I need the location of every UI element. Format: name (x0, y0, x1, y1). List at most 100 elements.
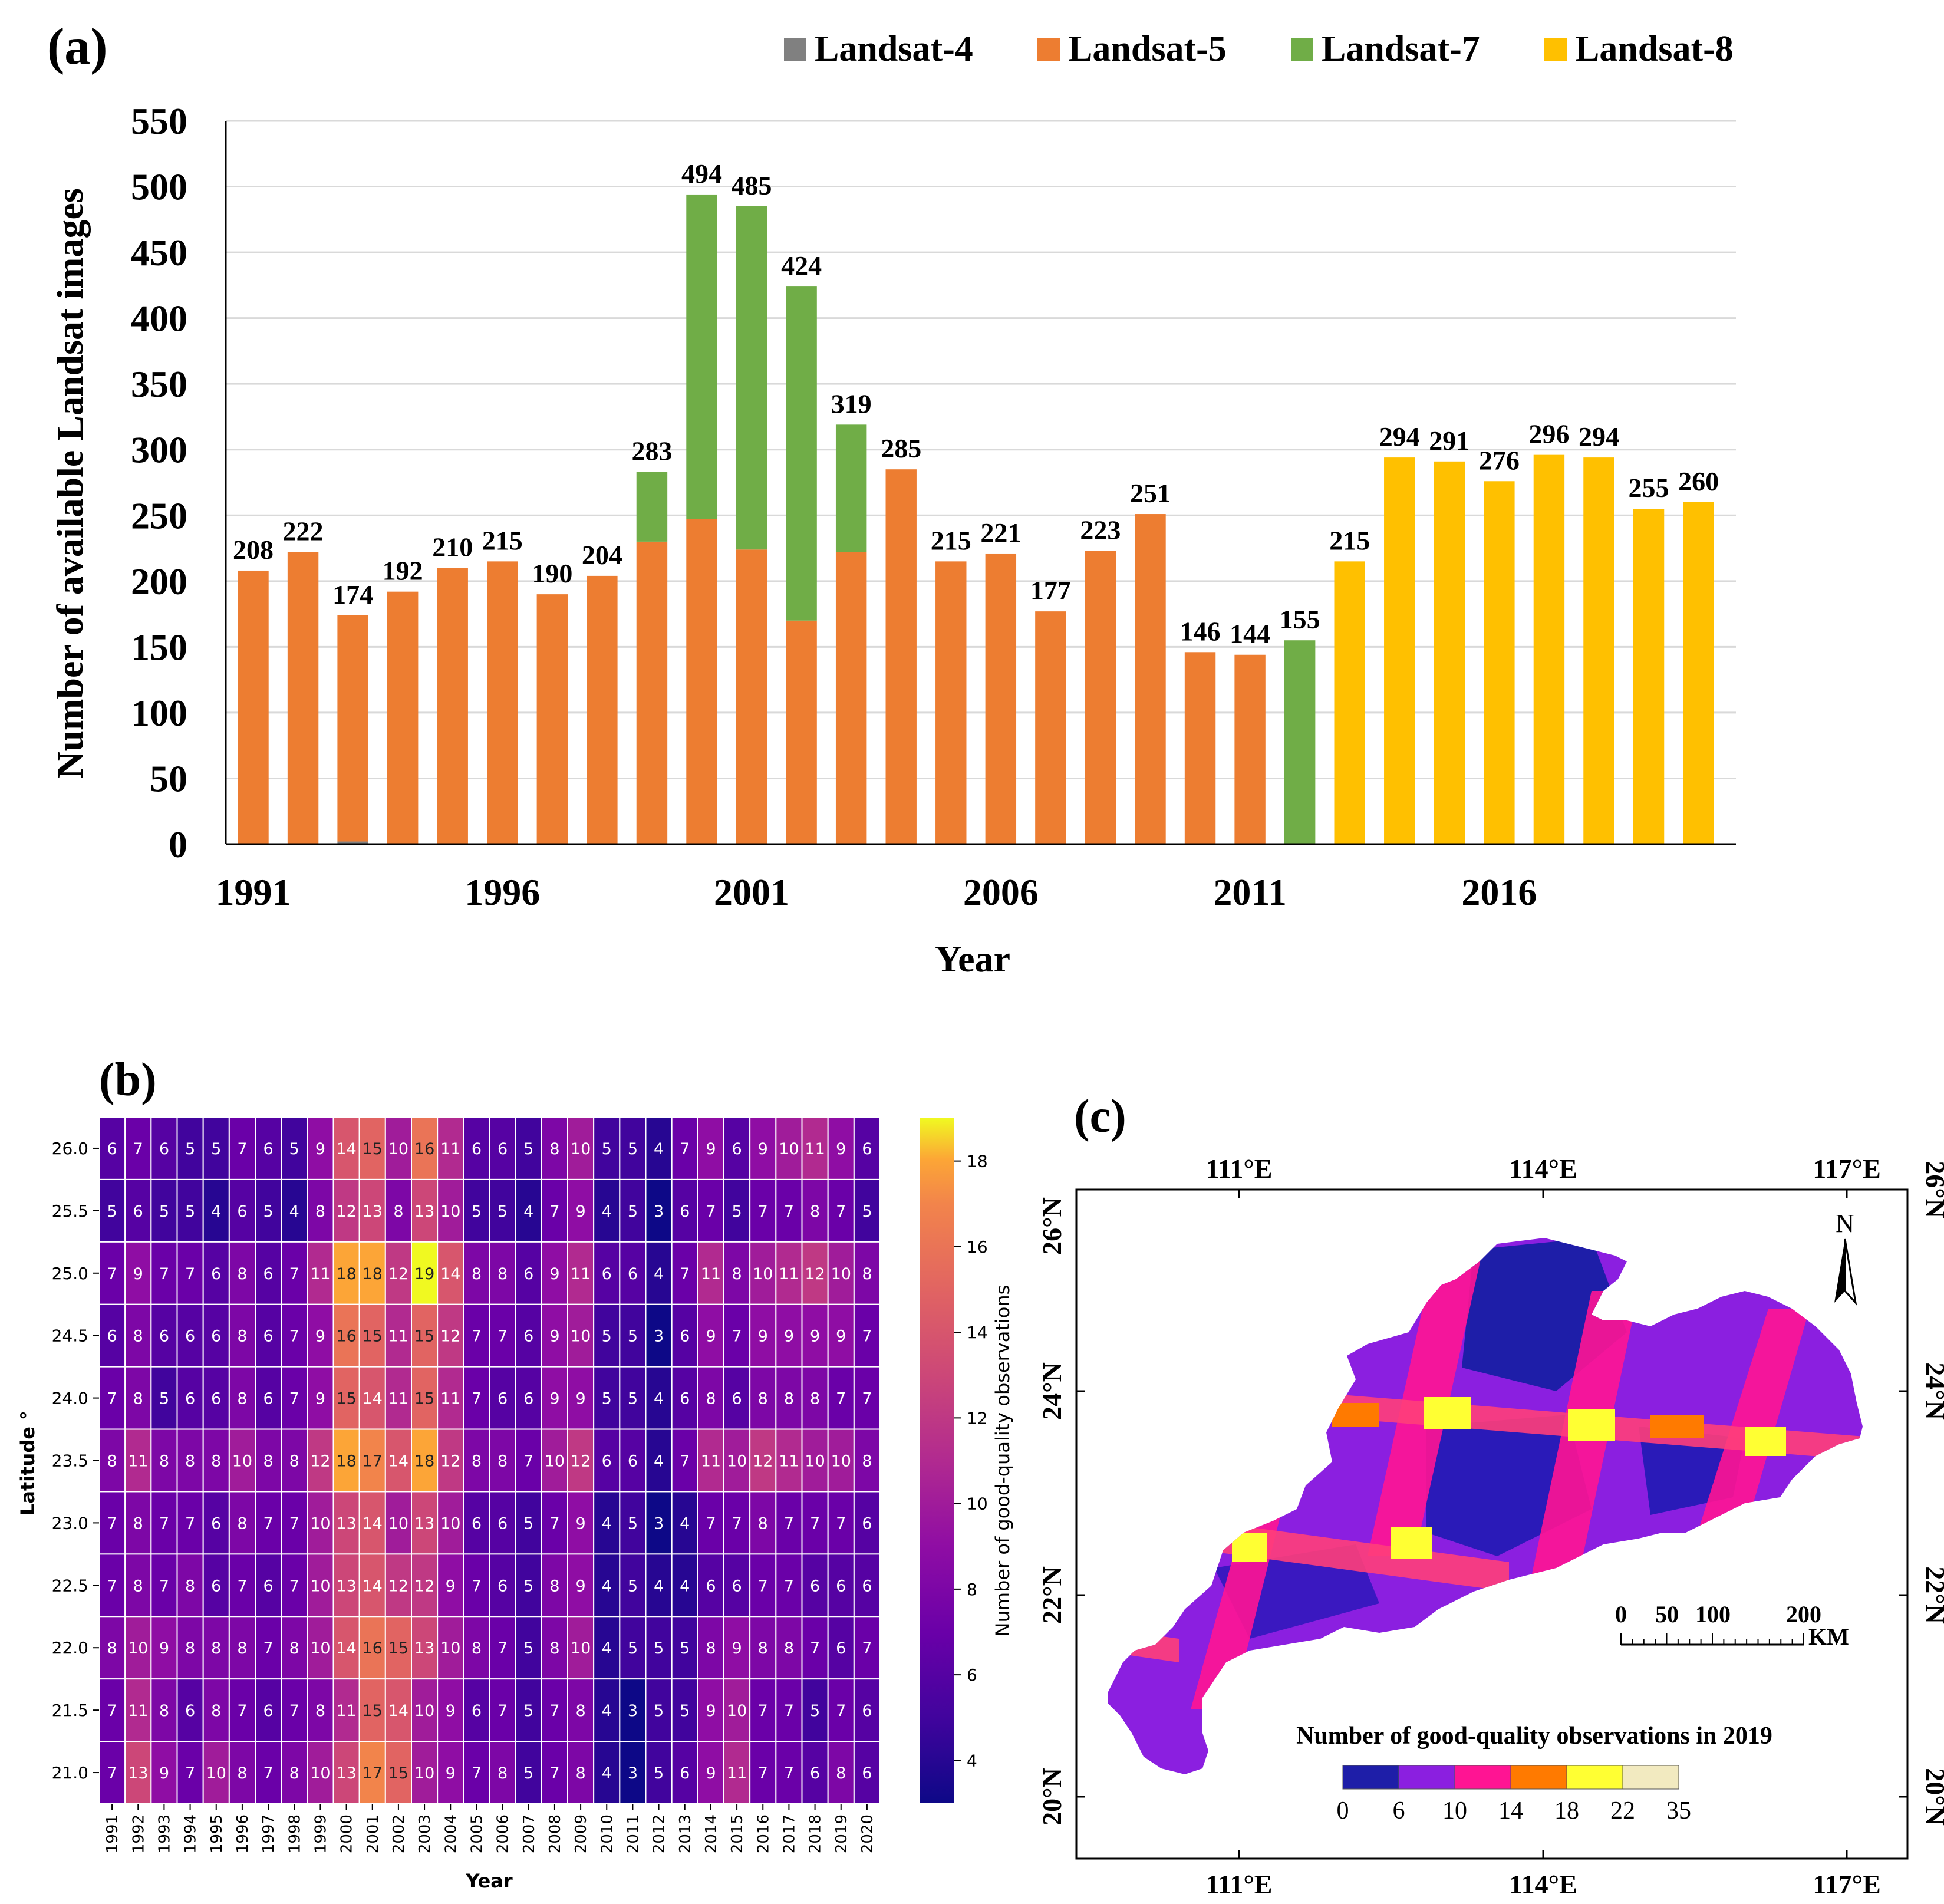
b-cell (489, 1741, 516, 1804)
b-cell (723, 1178, 751, 1243)
b-cell-value: 4 (680, 1514, 690, 1533)
b-cell-value: 9 (706, 1702, 716, 1720)
b-cell-value: 8 (107, 1452, 117, 1471)
map-lat-label-right: 20°N (1920, 1768, 1944, 1826)
b-cell (749, 1241, 777, 1305)
b-cell-value: 14 (336, 1639, 356, 1658)
b-cell-value: 8 (549, 1577, 559, 1595)
b-cell-value: 9 (315, 1327, 325, 1346)
b-cell-value: 10 (388, 1140, 408, 1158)
b-cell (202, 1366, 230, 1430)
b-cell-value: 5 (654, 1702, 664, 1720)
b-cell-value: 8 (575, 1702, 585, 1720)
a-bar-landsat-8-2020 (1683, 502, 1714, 844)
b-cell (307, 1553, 334, 1618)
b-cell (98, 1366, 126, 1430)
a-legend: Landsat-4 Landsat-5 Landsat-7 Landsat-8 (784, 29, 1734, 69)
b-cell (437, 1553, 464, 1618)
b-colorbar-ticks: 4 6 8 10 12 14 16 18 (954, 1152, 988, 1770)
b-cell (124, 1616, 152, 1680)
b-cell (332, 1678, 360, 1742)
b-cell-value: 6 (862, 1577, 872, 1595)
b-cell-value: 8 (472, 1265, 482, 1283)
b-cell-value: 7 (107, 1514, 117, 1533)
b-cell-value: 9 (315, 1390, 325, 1408)
b-cell (801, 1616, 829, 1680)
b-cell-value: 9 (549, 1390, 559, 1408)
a-x-axis-label: Year (935, 938, 1010, 980)
b-cell-value: 14 (363, 1577, 383, 1595)
b-cell-value: 6 (628, 1265, 638, 1283)
map-legend-tick: 0 (1337, 1797, 1349, 1824)
b-cell (255, 1741, 282, 1804)
b-heatmap-cell-values: 6 7 6 5 5 7 6 5 9 14 15 10 16 11 6 6 5 8 10 5 5 4 7 9 6 9 10 11 9 65 6… (107, 1140, 872, 1783)
b-cell-value: 18 (336, 1452, 356, 1471)
b-cell-value: 8 (237, 1639, 247, 1658)
b-cell-value: 6 (497, 1390, 508, 1408)
b-cell-value: 7 (680, 1140, 690, 1158)
a-bar-landsat-5-2011 (1234, 654, 1266, 844)
b-cell-value: 6 (680, 1390, 690, 1408)
map-overlap-bright (1568, 1409, 1615, 1441)
b-cell-value: 7 (472, 1390, 482, 1408)
b-cell (827, 1678, 855, 1742)
b-cell (541, 1303, 568, 1368)
b-y-axis-label: Latitude ° (17, 1411, 39, 1516)
b-cell-value: 6 (628, 1452, 638, 1471)
map-lat-label-left: 20°N (1037, 1768, 1067, 1826)
a-y-tick-label: 450 (131, 232, 187, 274)
b-cell (515, 1116, 542, 1180)
a-data-label: 215 (482, 525, 523, 555)
b-cell-value: 8 (784, 1639, 794, 1658)
a-bars (238, 194, 1714, 844)
b-cell-value: 9 (758, 1140, 768, 1158)
b-cell (228, 1616, 256, 1680)
a-data-label: 177 (1030, 575, 1071, 605)
map-legend-tick: 22 (1610, 1797, 1635, 1824)
b-cell (384, 1616, 412, 1680)
b-cell-value: 10 (831, 1265, 851, 1283)
b-cell-value: 6 (836, 1639, 846, 1658)
b-cell (827, 1741, 855, 1804)
b-cell-value: 13 (363, 1203, 383, 1221)
b-cell-value: 6 (732, 1390, 742, 1408)
b-cell-value: 7 (472, 1764, 482, 1783)
a-data-label: 494 (681, 159, 722, 189)
b-cell-value: 8 (133, 1514, 143, 1533)
b-cell-value: 15 (388, 1639, 408, 1658)
b-cell-value: 7 (237, 1702, 247, 1720)
b-y-tick-label: 21.0 (52, 1763, 88, 1783)
a-legend-swatch (1037, 38, 1060, 61)
b-cell (150, 1553, 178, 1618)
b-cell-value: 11 (336, 1702, 356, 1720)
b-cell-value: 17 (363, 1764, 383, 1783)
b-cell-value: 15 (388, 1764, 408, 1783)
b-cell-value: 10 (831, 1452, 851, 1471)
b-cell (671, 1366, 698, 1430)
a-bar-landsat-8-2017 (1533, 454, 1565, 844)
b-x-tick-label: 2010 (598, 1814, 616, 1853)
b-cell-value: 10 (440, 1514, 460, 1533)
b-cell-value: 7 (185, 1265, 195, 1283)
b-cell-value: 10 (779, 1140, 799, 1158)
b-y-tick-label: 23.5 (52, 1451, 88, 1471)
a-legend-swatch (1291, 38, 1313, 61)
b-cell-value: 7 (706, 1203, 716, 1221)
b-cell (437, 1678, 464, 1742)
b-cell-value: 12 (805, 1265, 825, 1283)
a-bar-landsat-7-1999 (636, 472, 668, 542)
b-cell (98, 1553, 126, 1618)
b-cell-value: 10 (545, 1452, 565, 1471)
b-cell (489, 1366, 516, 1430)
b-cell-value: 11 (128, 1452, 148, 1471)
map-legend-swatch (1510, 1765, 1567, 1790)
a-data-label: 424 (781, 251, 822, 281)
b-cell-value: 5 (628, 1514, 638, 1533)
b-cell-value: 9 (575, 1577, 585, 1595)
b-cell-value: 8 (549, 1639, 559, 1658)
b-cell-value: 6 (523, 1265, 533, 1283)
a-data-label: 190 (532, 558, 572, 588)
b-y-tick-label: 25.0 (52, 1264, 88, 1283)
a-data-label: 155 (1280, 604, 1320, 634)
b-cell (150, 1491, 178, 1555)
